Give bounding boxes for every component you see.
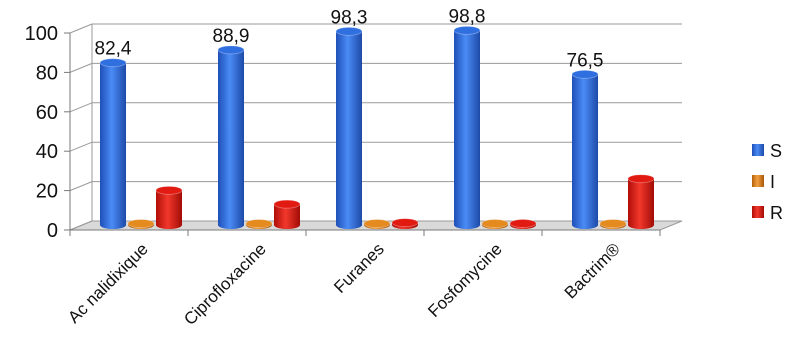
y-tick-label: 60: [36, 102, 58, 124]
gridline-depth: [69, 23, 93, 34]
x-tick-label: Fosfomycine: [424, 239, 506, 321]
bar-s: [453, 25, 481, 229]
bar-base: [218, 221, 244, 229]
bars: [99, 25, 655, 229]
x-tick-label: Bactrim®: [561, 239, 624, 302]
y-tick-label: 80: [36, 62, 58, 84]
bar-top: [217, 45, 245, 55]
bar-s: [571, 69, 599, 229]
y-tick-label: 40: [36, 141, 58, 163]
bar-r: [155, 185, 183, 229]
data-label: 76,5: [567, 50, 604, 71]
bar-i: [363, 219, 391, 229]
x-tick-label: Ciprofloxacine: [180, 239, 270, 329]
bar-top: [155, 185, 183, 195]
gridline-depth: [69, 220, 93, 231]
legend-label: S: [770, 141, 782, 161]
bar-top: [273, 199, 301, 209]
x-tick-label: Furanes: [330, 239, 388, 297]
bar-base: [628, 221, 654, 229]
bar-top: [245, 219, 273, 228]
bar-top: [391, 218, 419, 228]
axes: 0 20 40 60 80 100: [25, 23, 661, 242]
legend-item-r: R: [752, 203, 783, 223]
bar-base: [274, 221, 300, 229]
legend-swatch: [752, 206, 764, 218]
bar-body: [628, 178, 654, 225]
x-tick-label: Ac nalidixique: [64, 239, 152, 327]
data-label: 88,9: [213, 26, 250, 47]
bar-s: [217, 45, 245, 229]
bar-i: [245, 219, 273, 229]
legend-swatch: [752, 144, 764, 156]
bar-body: [274, 204, 300, 225]
bar-top: [627, 174, 655, 184]
bar-i: [481, 219, 509, 229]
bar-top: [599, 219, 627, 228]
gridline-depth: [69, 102, 93, 113]
bar-body: [218, 49, 244, 225]
data-label: 98,3: [331, 7, 368, 28]
bar-body: [572, 74, 598, 225]
bar-base: [100, 221, 126, 229]
bar-body: [454, 30, 480, 226]
bar-r: [509, 219, 537, 229]
gridline-depth: [69, 181, 93, 192]
bar-r: [391, 218, 419, 229]
legend: SIR: [752, 141, 783, 223]
bar-top: [481, 219, 509, 228]
gridline-depth: [69, 141, 93, 152]
gridline-depth: [69, 62, 93, 73]
bar-body: [156, 190, 182, 225]
legend-item-i: I: [752, 172, 775, 192]
data-label: 82,4: [95, 39, 132, 60]
bar-s: [99, 58, 127, 229]
bar-base: [454, 221, 480, 229]
y-tick-label: 100: [25, 23, 58, 45]
bar-base: [156, 221, 182, 229]
bar-body: [100, 62, 126, 226]
bar-i: [599, 219, 627, 229]
bar-r: [627, 174, 655, 229]
bar-base: [336, 221, 362, 229]
legend-swatch: [752, 175, 764, 187]
legend-label: I: [770, 172, 775, 192]
bar-s: [335, 26, 363, 229]
bar-i: [127, 219, 155, 229]
bar-body: [336, 31, 362, 225]
bar-top: [571, 69, 599, 79]
bar-r: [273, 199, 301, 229]
bar-base: [572, 221, 598, 229]
bar-top: [363, 219, 391, 228]
legend-item-s: S: [752, 141, 782, 161]
y-tick-label: 0: [47, 220, 58, 242]
bar-top: [335, 26, 363, 36]
bar-top: [99, 58, 127, 68]
bar-top: [127, 219, 155, 228]
legend-label: R: [770, 203, 783, 223]
data-label: 98,8: [449, 6, 486, 27]
y-tick-label: 20: [36, 181, 58, 203]
bar-top: [453, 25, 481, 35]
bar-top: [509, 219, 537, 228]
